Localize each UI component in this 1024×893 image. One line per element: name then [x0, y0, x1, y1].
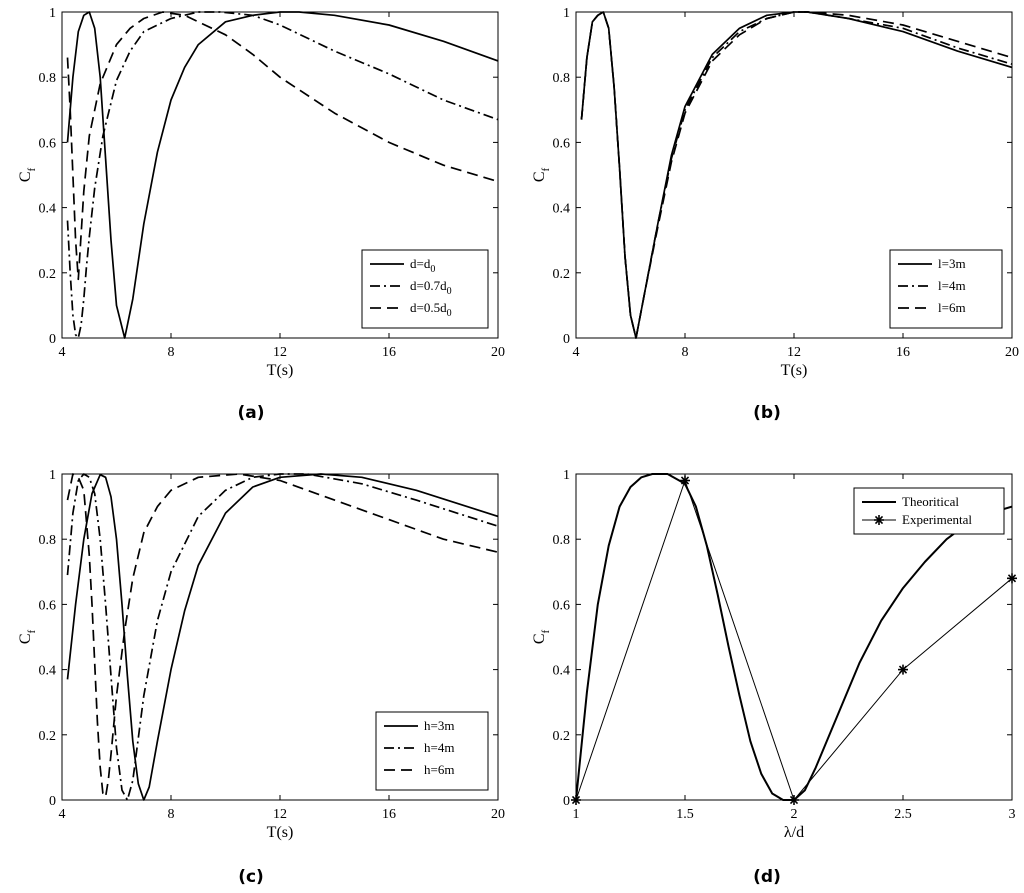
y-tick-label: 0.4 — [553, 202, 571, 217]
legend-entry-label: h=4m — [424, 740, 454, 755]
x-tick-label: 3 — [1009, 807, 1016, 822]
y-tick-label: 0.4 — [39, 664, 57, 679]
y-tick-label: 0.2 — [39, 729, 57, 744]
y-axis-label: Cf — [531, 630, 552, 645]
y-tick-label: 0.2 — [39, 267, 57, 282]
x-tick-label: 20 — [491, 807, 505, 822]
legend-entry-label: d=0.7d0 — [410, 278, 452, 297]
x-tick-label: 4 — [573, 345, 580, 360]
x-tick-label: 2 — [791, 807, 798, 822]
series-line-3 — [66, 473, 498, 798]
x-tick-label: 4 — [59, 345, 66, 360]
x-tick-label: 20 — [491, 345, 505, 360]
x-tick-label: 4 — [59, 807, 66, 822]
y-tick-label: 0.8 — [39, 533, 57, 548]
x-tick-label: 2.5 — [894, 807, 912, 822]
x-tick-label: 1.5 — [676, 807, 694, 822]
x-axis-label: T(s) — [267, 362, 294, 379]
y-tick-label: 0 — [49, 332, 56, 347]
legend-box — [361, 249, 489, 329]
y-tick-label: 0 — [49, 794, 56, 809]
y-tick-label: 0.4 — [39, 202, 57, 217]
y-axis-label: Cf — [531, 168, 552, 183]
series-line-2 — [66, 473, 498, 801]
x-axis-label: T(s) — [267, 824, 294, 841]
y-tick-label: 0.8 — [553, 533, 571, 548]
legend-box — [889, 249, 1003, 329]
experimental-point — [898, 664, 908, 675]
y-tick-label: 0.4 — [553, 664, 571, 679]
legend: l=3m l=4m l=6m — [889, 249, 1003, 329]
y-tick-label: 1 — [49, 6, 56, 21]
y-tick-label: 0.2 — [553, 729, 571, 744]
legend-box — [853, 487, 1005, 535]
legend-entry-label: h=3m — [424, 718, 454, 733]
series-line-1 — [66, 473, 498, 801]
chart-panel-4: 1 1.5 2 2.5 3 0 0.2 0.4 0.6 0.8 1 λ/d Cf Theoritical E… — [531, 468, 1017, 887]
x-tick-label: 8 — [682, 345, 689, 360]
y-axis-label: Cf — [17, 168, 38, 183]
series-line-1 — [576, 473, 1012, 801]
legend-box — [375, 711, 489, 791]
x-tick-label: 12 — [273, 807, 287, 822]
x-tick-label: 12 — [787, 345, 801, 360]
y-tick-label: 0 — [563, 794, 570, 809]
panel-label: (c) — [238, 867, 264, 887]
x-tick-label: 1 — [573, 807, 580, 822]
series-line-3 — [66, 11, 498, 281]
panel-label: (b) — [753, 403, 781, 423]
experimental-point — [1007, 573, 1017, 584]
legend: h=3m h=4m h=6m — [375, 711, 489, 791]
y-axis-label: Cf — [17, 630, 38, 645]
legend-entry-label: d=0.5d0 — [410, 300, 452, 319]
experimental-point — [571, 795, 581, 805]
y-tick-label: 0.8 — [39, 71, 57, 86]
y-tick-label: 1 — [49, 468, 56, 483]
y-tick-label: 1 — [563, 468, 570, 483]
x-tick-label: 16 — [382, 345, 396, 360]
legend-entry-label: d=d0 — [410, 256, 435, 275]
legend-entry-label: l=6m — [938, 300, 966, 315]
legend-entry-label: Theoritical — [902, 494, 959, 509]
x-axis-label: T(s) — [781, 362, 808, 379]
legend-entry-label: l=3m — [938, 256, 966, 271]
y-tick-label: 0.2 — [553, 267, 571, 282]
experimental-point — [680, 475, 690, 486]
legend: Theoritical Experimental — [853, 487, 1005, 535]
x-axis-label: λ/d — [784, 824, 804, 841]
y-tick-label: 0.6 — [39, 136, 57, 151]
x-tick-label: 20 — [1005, 345, 1019, 360]
x-tick-label: 8 — [168, 807, 175, 822]
y-tick-label: 0.6 — [39, 598, 57, 613]
legend-entry-label: Experimental — [902, 512, 972, 527]
panel-label: (a) — [237, 403, 264, 423]
series-line-1 — [66, 11, 498, 339]
chart-panel-3: 4 8 12 16 20 0 0.2 0.4 0.6 0.8 1 T(s) Cf h=3m h=4m h=6m… — [17, 468, 505, 887]
x-tick-label: 16 — [382, 807, 396, 822]
chart-panel-2: 4 8 12 16 20 0 0.2 0.4 0.6 0.8 1 T(s) Cf l=3m l=4m l=6m… — [531, 6, 1019, 423]
legend-entry-label: h=6m — [424, 762, 454, 777]
series-line-3 — [580, 11, 1012, 339]
experimental-point — [789, 795, 799, 805]
x-tick-label: 8 — [168, 345, 175, 360]
y-tick-label: 0.6 — [553, 598, 571, 613]
series-line-2 — [580, 11, 1012, 339]
x-tick-label: 12 — [273, 345, 287, 360]
y-tick-label: 0.8 — [553, 71, 571, 86]
legend-entry-label: l=4m — [938, 278, 966, 293]
y-tick-label: 0 — [563, 332, 570, 347]
y-tick-label: 1 — [563, 6, 570, 21]
y-tick-label: 0.6 — [553, 136, 571, 151]
x-tick-label: 16 — [896, 345, 910, 360]
chart-panel-1: 4 8 12 16 2000.20.40.60.81T(s)Cfd=d0d=0.7d0d… — [17, 6, 505, 423]
panel-label: (d) — [753, 867, 781, 887]
legend: d=d0 d=0.7d0 d=0.5d0 — [361, 249, 489, 329]
